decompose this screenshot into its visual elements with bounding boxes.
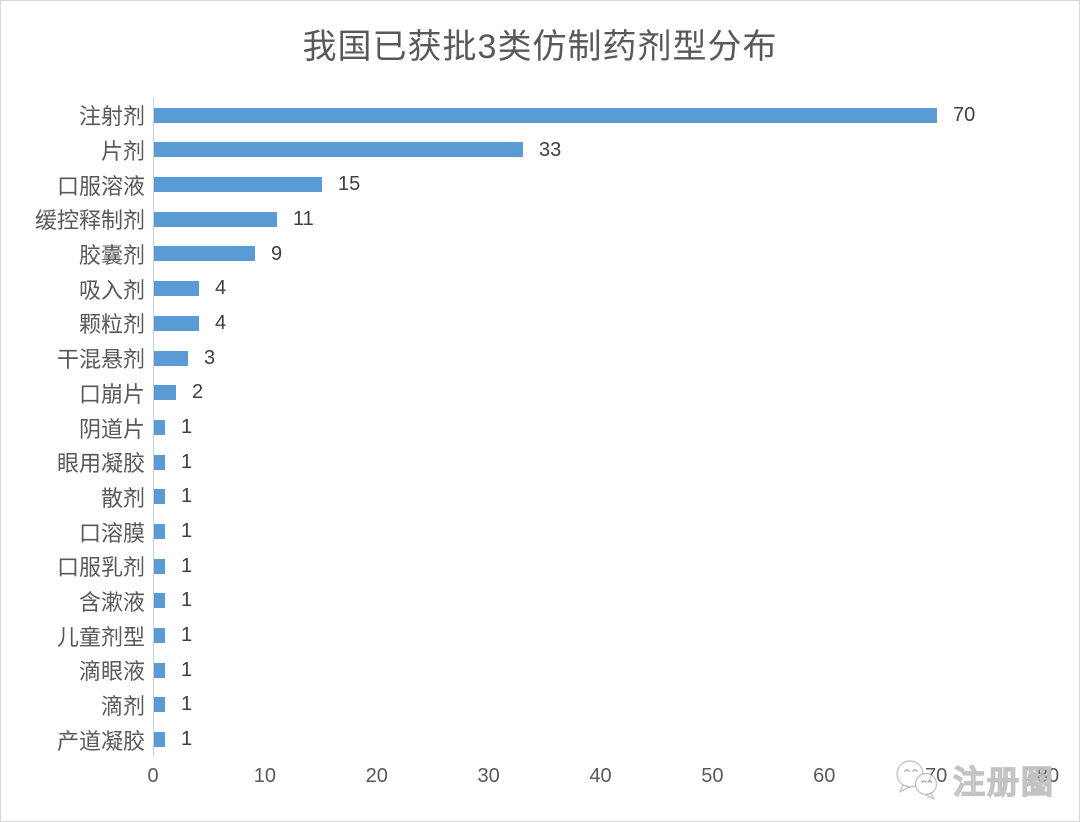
bar bbox=[154, 523, 165, 539]
category-label: 片剂 bbox=[100, 139, 145, 165]
bar-row: 含漱液 1 bbox=[1, 584, 1079, 619]
category-label: 注射剂 bbox=[78, 104, 145, 130]
value-label: 11 bbox=[293, 207, 314, 230]
bar bbox=[154, 107, 937, 123]
category-label: 口服乳剂 bbox=[56, 555, 145, 581]
bar-row: 口服溶液 15 bbox=[1, 167, 1079, 202]
bar bbox=[154, 593, 165, 609]
value-label: 3 bbox=[204, 346, 216, 369]
bar bbox=[154, 211, 277, 227]
bar-row: 眼用凝胶 1 bbox=[1, 445, 1079, 480]
bar bbox=[154, 350, 188, 366]
bar-row: 颗粒剂 4 bbox=[1, 306, 1079, 341]
bar bbox=[154, 558, 165, 574]
bar-row: 片剂 33 bbox=[1, 133, 1079, 168]
category-label: 产道凝胶 bbox=[56, 728, 145, 754]
x-tick-label: 20 bbox=[365, 765, 388, 787]
bar bbox=[154, 419, 165, 435]
value-label: 1 bbox=[181, 520, 193, 543]
value-label: 70 bbox=[953, 103, 976, 126]
value-label: 4 bbox=[215, 311, 227, 334]
value-label: 1 bbox=[181, 658, 193, 681]
bar bbox=[154, 732, 165, 748]
bar bbox=[154, 662, 165, 678]
category-label: 干混悬剂 bbox=[56, 347, 145, 373]
x-tick-label: 50 bbox=[701, 765, 724, 787]
value-label: 1 bbox=[181, 450, 193, 473]
category-label: 吸入剂 bbox=[78, 277, 145, 303]
x-tick-label: 40 bbox=[589, 765, 612, 787]
value-label: 1 bbox=[181, 589, 193, 612]
x-tick-label: 60 bbox=[813, 765, 836, 787]
value-label: 1 bbox=[181, 693, 193, 716]
bar-row: 产道凝胶 1 bbox=[1, 722, 1079, 757]
x-tick-label: 10 bbox=[253, 765, 277, 787]
bar-row: 口溶膜 1 bbox=[1, 514, 1079, 549]
chart-title: 我国已获批3类仿制药剂型分布 bbox=[302, 28, 778, 66]
category-label: 口崩片 bbox=[78, 381, 145, 407]
category-label: 缓控释制剂 bbox=[34, 208, 145, 234]
bar-row: 阴道片 1 bbox=[1, 410, 1079, 445]
bar bbox=[154, 489, 165, 505]
category-label: 滴眼液 bbox=[78, 659, 145, 685]
value-label: 9 bbox=[271, 242, 283, 265]
bar-row: 吸入剂 4 bbox=[1, 271, 1079, 306]
x-tick-label: 30 bbox=[477, 765, 500, 787]
x-tick-label: 80 bbox=[1036, 765, 1060, 787]
category-label: 口服溶液 bbox=[56, 173, 145, 199]
bar bbox=[154, 454, 165, 470]
category-label: 口溶膜 bbox=[78, 520, 145, 546]
category-label: 滴剂 bbox=[100, 693, 145, 719]
bar-row: 滴眼液 1 bbox=[1, 653, 1079, 688]
value-label: 1 bbox=[181, 624, 193, 647]
value-label: 1 bbox=[181, 416, 193, 439]
value-label: 2 bbox=[192, 381, 204, 404]
category-label: 阴道片 bbox=[78, 416, 145, 442]
bar-row: 口崩片 2 bbox=[1, 376, 1079, 411]
bar-row: 口服乳剂 1 bbox=[1, 549, 1079, 584]
bar bbox=[154, 697, 165, 713]
bar-row: 胶囊剂 9 bbox=[1, 237, 1079, 272]
category-label: 儿童剂型 bbox=[56, 624, 145, 650]
value-label: 1 bbox=[181, 728, 193, 751]
bar bbox=[154, 628, 165, 644]
category-label: 胶囊剂 bbox=[78, 243, 145, 269]
category-label: 含漱液 bbox=[78, 589, 145, 615]
bar-row: 散剂 1 bbox=[1, 480, 1079, 515]
value-label: 15 bbox=[338, 173, 361, 196]
bar bbox=[154, 246, 255, 262]
value-label: 1 bbox=[181, 485, 193, 508]
watermark: 注册圈 bbox=[893, 757, 1055, 803]
bar-row: 滴剂 1 bbox=[1, 688, 1079, 723]
value-label: 1 bbox=[181, 554, 193, 577]
bar bbox=[154, 281, 199, 297]
y-axis-line bbox=[153, 98, 154, 757]
bar-row: 儿童剂型 1 bbox=[1, 618, 1079, 653]
bar-row: 注射剂 70 bbox=[1, 98, 1079, 133]
bar-row: 缓控释制剂 11 bbox=[1, 202, 1079, 237]
bar bbox=[154, 315, 199, 331]
x-tick-label: 0 bbox=[147, 765, 159, 787]
category-label: 颗粒剂 bbox=[78, 312, 145, 338]
category-label: 散剂 bbox=[100, 485, 145, 511]
bar bbox=[154, 142, 523, 158]
x-tick-label: 70 bbox=[924, 765, 948, 787]
value-label: 4 bbox=[215, 277, 227, 300]
bar bbox=[154, 385, 176, 401]
bar-row: 干混悬剂 3 bbox=[1, 341, 1079, 376]
category-label: 眼用凝胶 bbox=[56, 451, 145, 477]
bar bbox=[154, 177, 322, 193]
value-label: 33 bbox=[539, 138, 562, 161]
